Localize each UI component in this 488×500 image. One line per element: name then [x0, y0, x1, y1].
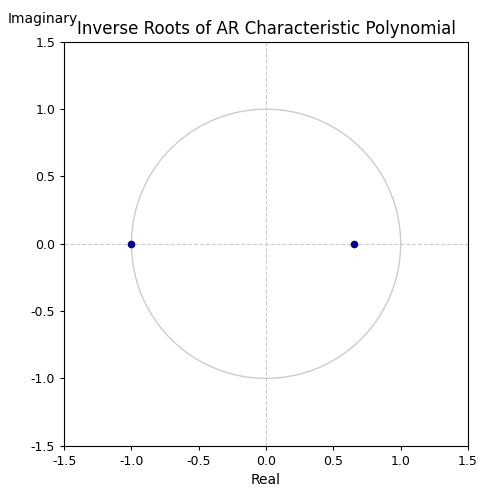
Point	[349, 240, 357, 248]
Text: Imaginary: Imaginary	[8, 12, 78, 26]
X-axis label: Real: Real	[250, 474, 281, 488]
Title: Inverse Roots of AR Characteristic Polynomial: Inverse Roots of AR Characteristic Polyn…	[77, 20, 454, 38]
Point	[127, 240, 135, 248]
